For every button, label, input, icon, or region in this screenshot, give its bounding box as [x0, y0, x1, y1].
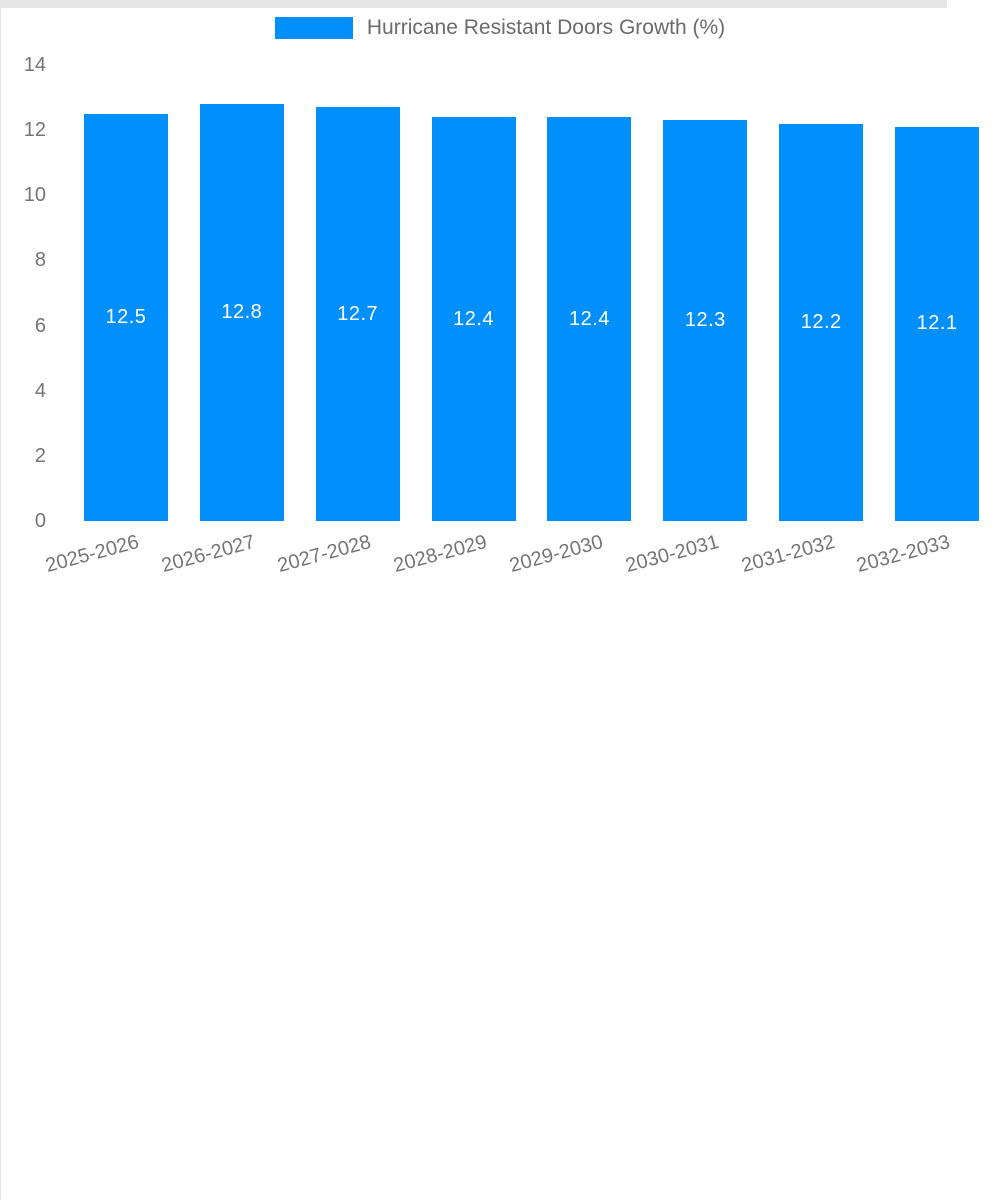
- x-tick-label: 2028-2029: [391, 531, 490, 578]
- bar-value-label: 12.5: [105, 305, 147, 328]
- y-tick-label: 2: [34, 444, 46, 467]
- legend[interactable]: Hurricane Resistant Doors Growth (%): [0, 16, 1000, 40]
- y-tick-label: 14: [23, 54, 46, 76]
- h-gridline: [0, 1, 947, 2]
- bar[interactable]: 12.4: [431, 117, 516, 521]
- x-tick-label: 2030-2031: [622, 531, 722, 578]
- bar[interactable]: 12.2: [779, 123, 864, 521]
- y-tick-label: 8: [34, 249, 46, 272]
- v-gridline: [0, 479, 1, 935]
- bar[interactable]: 12.5: [83, 113, 168, 521]
- bar-value-label: 12.7: [337, 302, 379, 325]
- bar[interactable]: 12.7: [315, 107, 400, 521]
- y-tick-label: 6: [34, 314, 46, 337]
- x-tick-label: 2026-2027: [159, 531, 258, 578]
- h-gridline: [0, 2, 947, 3]
- bar-value-label: 12.4: [568, 307, 610, 330]
- v-gridline: [0, 950, 1, 1200]
- h-gridline: [0, 7, 947, 8]
- v-gridline: [0, 8, 1, 464]
- x-tick-label: 2025-2026: [43, 531, 142, 578]
- x-tick: [0, 935, 1, 950]
- h-gridline: [0, 3, 947, 4]
- bar[interactable]: 12.1: [895, 126, 980, 521]
- h-gridline: [0, 5, 947, 6]
- bar-value-label: 12.2: [800, 310, 842, 333]
- legend-swatch[interactable]: [274, 17, 353, 39]
- x-tick-label: 2027-2028: [275, 531, 374, 578]
- y-tick-label: 4: [34, 379, 46, 402]
- bar-value-label: 12.1: [916, 312, 958, 335]
- legend-label: Hurricane Resistant Doors Growth (%): [366, 16, 726, 39]
- h-gridline: [0, 0, 947, 1]
- h-gridline: [0, 6, 947, 7]
- bar-value-label: 12.4: [453, 307, 495, 330]
- h-gridline: [0, 4, 947, 5]
- y-tick-label: 0: [34, 510, 46, 532]
- bar[interactable]: 12.3: [663, 120, 748, 521]
- y-tick-label: 12: [23, 119, 46, 142]
- x-tick-label: 2029-2030: [507, 531, 606, 578]
- x-tick-label: 2032-2033: [854, 531, 953, 578]
- bar-value-label: 12.8: [221, 301, 263, 324]
- y-tick-label: 10: [23, 184, 46, 207]
- bar[interactable]: 12.4: [547, 117, 632, 521]
- bar-value-label: 12.3: [684, 309, 726, 332]
- bar[interactable]: 12.8: [199, 104, 284, 521]
- x-tick: [0, 464, 1, 479]
- x-tick-label: 2031-2032: [738, 531, 837, 578]
